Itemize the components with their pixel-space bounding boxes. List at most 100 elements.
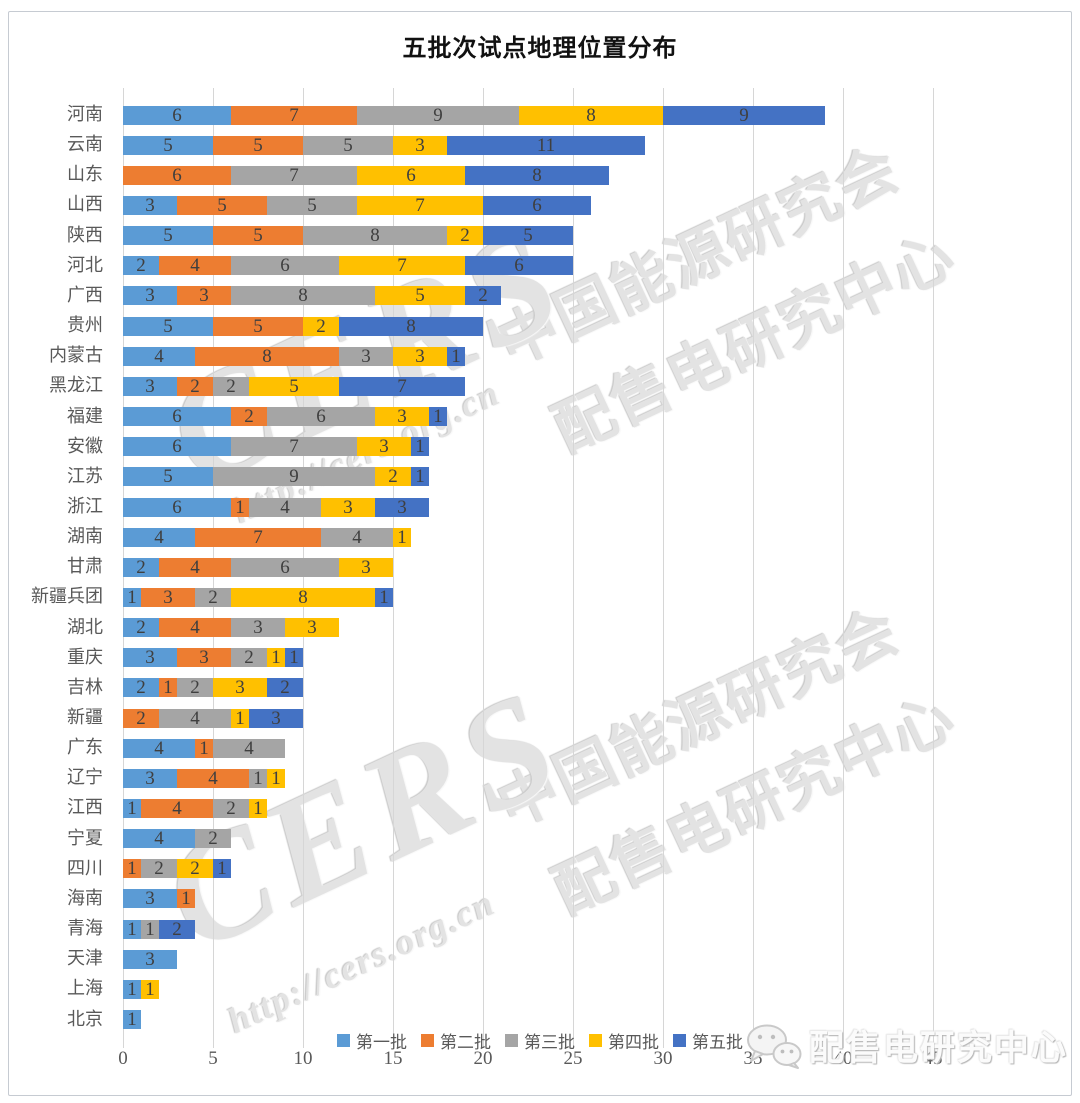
legend-label: 第二批 bbox=[440, 1033, 491, 1053]
bar-segment: 6 bbox=[483, 196, 591, 216]
bar-segment: 8 bbox=[303, 225, 447, 247]
bar-row: 2 4 1 3 bbox=[123, 708, 303, 728]
segment-value-label: 1 bbox=[163, 677, 173, 699]
bar-segment: 3 bbox=[213, 677, 267, 699]
bar-row: 6 7 6 8 bbox=[123, 164, 609, 186]
segment-value-label: 2 bbox=[208, 586, 218, 608]
segment-value-label: 1 bbox=[451, 345, 461, 367]
bar-segment: 8 bbox=[231, 286, 375, 306]
bar-segment: 2 bbox=[123, 678, 159, 698]
segment-value-label: 7 bbox=[289, 436, 299, 458]
category-label: 河南 bbox=[67, 104, 103, 125]
legend-swatch bbox=[673, 1034, 686, 1047]
bar-segment: 3 bbox=[123, 888, 177, 910]
bar-row: 6 1 4 3 3 bbox=[123, 496, 429, 518]
category-label: 河北 bbox=[67, 254, 103, 276]
category-label: 青海 bbox=[67, 918, 103, 940]
segment-value-label: 7 bbox=[415, 195, 425, 217]
bar-segment: 6 bbox=[231, 256, 339, 276]
segment-value-label: 3 bbox=[235, 677, 245, 699]
segment-value-label: 3 bbox=[343, 496, 353, 518]
x-tick-label: 25 bbox=[563, 1048, 583, 1069]
bar-row: 4 1 4 bbox=[123, 738, 285, 758]
bar-segment: 4 bbox=[159, 618, 231, 638]
bar-segment: 1 bbox=[231, 497, 249, 517]
legend-label: 第四批 bbox=[608, 1033, 659, 1053]
segment-value-label: 1 bbox=[271, 767, 281, 789]
bar-segment: 1 bbox=[267, 767, 285, 789]
bar-segment: 8 bbox=[465, 165, 609, 185]
bar-segment: 2 bbox=[123, 557, 159, 577]
segment-value-label: 5 bbox=[163, 315, 173, 337]
category-label: 江苏 bbox=[67, 465, 103, 487]
category-label: 吉林 bbox=[67, 676, 103, 698]
bar-row: 3 3 8 5 2 bbox=[123, 286, 501, 306]
bar-row: 4 8 3 3 1 bbox=[123, 345, 465, 367]
page-title: 五批次试点地理位置分布 bbox=[402, 34, 678, 62]
category-label: 山东 bbox=[67, 164, 103, 186]
bar-segment: 7 bbox=[231, 165, 357, 185]
segment-value-label: 7 bbox=[289, 104, 299, 126]
bar-segment: 2 bbox=[231, 648, 267, 668]
bar-row: 6 7 9 8 9 bbox=[123, 104, 825, 126]
segment-value-label: 9 bbox=[739, 104, 749, 126]
segment-value-label: 2 bbox=[136, 617, 146, 639]
gridline bbox=[843, 88, 844, 1048]
segment-value-label: 3 bbox=[253, 617, 263, 639]
bar-segment: 3 bbox=[339, 556, 393, 578]
x-tick-label: 45 bbox=[923, 1048, 943, 1069]
bar-segment: 5 bbox=[213, 135, 303, 155]
category-label: 海南 bbox=[67, 887, 103, 909]
category-label: 广东 bbox=[67, 737, 103, 759]
bar-segment: 3 bbox=[123, 768, 177, 788]
bar-segment: 5 bbox=[177, 196, 267, 216]
category-label: 山西 bbox=[67, 194, 103, 216]
bar-segment: 2 bbox=[447, 226, 483, 246]
segment-value-label: 2 bbox=[226, 798, 236, 820]
bar-segment: 2 bbox=[123, 256, 159, 276]
bar-segment: 5 bbox=[249, 376, 339, 396]
category-label: 湖南 bbox=[67, 526, 103, 548]
segment-value-label: 1 bbox=[271, 647, 281, 669]
category-label: 上海 bbox=[67, 978, 103, 1000]
legend-item: 第二批 bbox=[421, 1028, 491, 1053]
bar-segment: 2 bbox=[177, 376, 213, 396]
segment-value-label: 4 bbox=[352, 526, 362, 548]
bar-segment: 4 bbox=[177, 768, 249, 788]
bar-segment: 3 bbox=[231, 617, 285, 639]
gridline bbox=[663, 88, 664, 1048]
segment-value-label: 3 bbox=[415, 134, 425, 156]
gridline bbox=[753, 88, 754, 1048]
segment-value-label: 6 bbox=[172, 104, 182, 126]
bar-segment: 7 bbox=[339, 376, 465, 396]
category-label: 云南 bbox=[67, 134, 103, 156]
segment-value-label: 3 bbox=[307, 617, 317, 639]
legend-swatch bbox=[589, 1034, 602, 1047]
segment-value-label: 6 bbox=[406, 164, 416, 186]
bar-segment: 3 bbox=[123, 196, 177, 216]
bar-segment: 1 bbox=[123, 919, 141, 939]
segment-value-label: 5 bbox=[253, 225, 263, 247]
segment-value-label: 8 bbox=[370, 225, 380, 247]
bar-segment: 5 bbox=[375, 286, 465, 306]
segment-value-label: 4 bbox=[172, 798, 182, 820]
bar-segment: 8 bbox=[519, 105, 663, 125]
segment-value-label: 2 bbox=[208, 828, 218, 850]
segment-value-label: 1 bbox=[181, 888, 191, 910]
segment-value-label: 3 bbox=[145, 888, 155, 910]
legend-swatch bbox=[421, 1034, 434, 1047]
segment-value-label: 3 bbox=[361, 556, 371, 578]
category-label: 四川 bbox=[67, 857, 103, 879]
bar-segment: 11 bbox=[447, 135, 645, 155]
gridline bbox=[933, 88, 934, 1048]
segment-value-label: 6 bbox=[172, 496, 182, 518]
segment-value-label: 4 bbox=[190, 556, 200, 578]
x-tick-label: 0 bbox=[118, 1048, 128, 1069]
bar-row: 6 2 6 3 1 bbox=[123, 407, 447, 427]
